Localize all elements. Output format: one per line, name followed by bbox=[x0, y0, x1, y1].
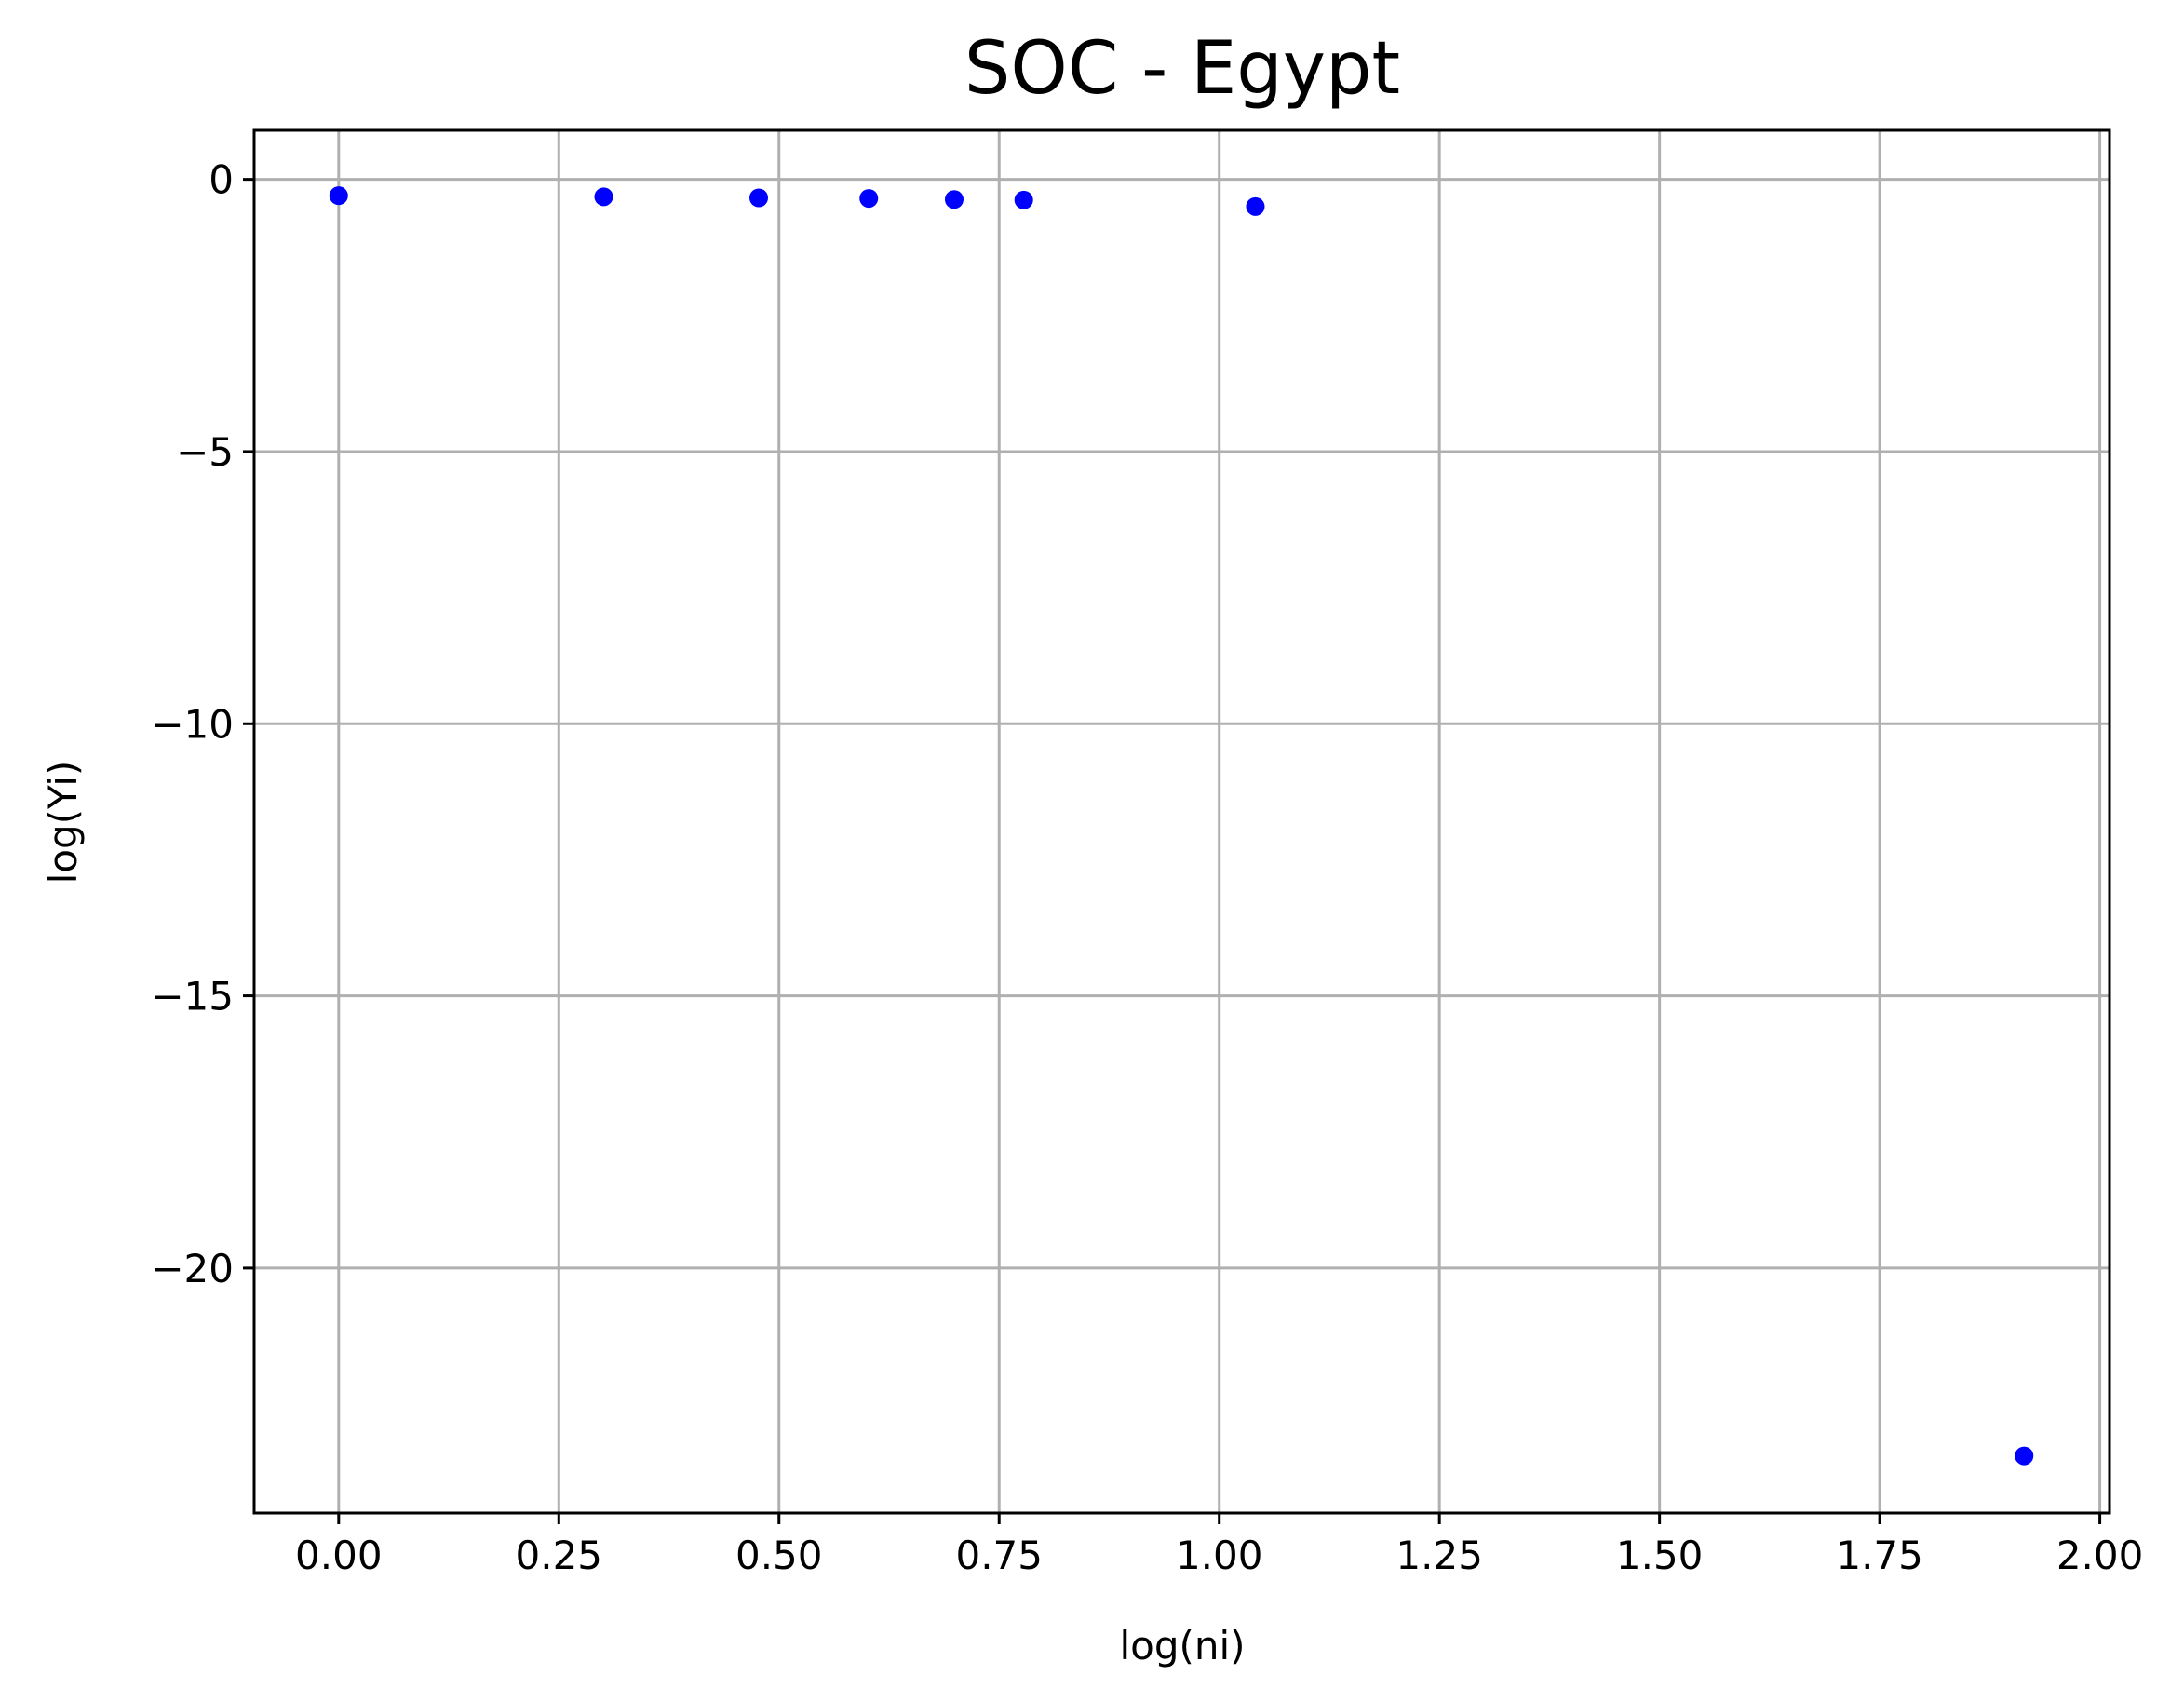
y-tick-label: −5 bbox=[176, 429, 234, 475]
data-point bbox=[944, 190, 964, 209]
plot-frame bbox=[252, 128, 2111, 1515]
chart-title: SOC - Egypt bbox=[964, 27, 1400, 111]
x-tick-label: 0.75 bbox=[955, 1533, 1043, 1578]
data-points bbox=[329, 186, 2034, 1466]
y-tick-label: −20 bbox=[151, 1246, 234, 1291]
x-tick-label: 0.50 bbox=[735, 1533, 823, 1578]
x-tick-label: 1.25 bbox=[1395, 1533, 1483, 1578]
grid bbox=[254, 130, 2110, 1513]
data-point bbox=[1014, 190, 1033, 209]
y-tick-label: 0 bbox=[209, 157, 234, 203]
data-point bbox=[1246, 196, 1265, 216]
data-point bbox=[594, 187, 613, 207]
x-tick-label: 0.00 bbox=[295, 1533, 383, 1578]
x-tick-label: 1.50 bbox=[1616, 1533, 1704, 1578]
x-tick-label: 2.00 bbox=[2056, 1533, 2144, 1578]
x-tick-label: 0.25 bbox=[516, 1533, 603, 1578]
x-axis: 0.00 0.25 0.50 0.75 1.00 1.25 1.50 1.75 2.00 bbox=[295, 1513, 2143, 1578]
y-axis-label: log(Yi) bbox=[40, 761, 86, 885]
data-point bbox=[859, 189, 879, 209]
x-tick-label: 1.00 bbox=[1176, 1533, 1263, 1578]
data-point bbox=[748, 188, 768, 208]
y-tick-label: −10 bbox=[151, 701, 234, 747]
x-tick-label: 1.75 bbox=[1836, 1533, 1923, 1578]
data-point bbox=[329, 186, 348, 206]
x-axis-label: log(ni) bbox=[1119, 1623, 1245, 1668]
data-point bbox=[2015, 1446, 2034, 1466]
y-tick-label: −15 bbox=[151, 974, 234, 1020]
y-axis: 0 −5 −10 −15 −20 bbox=[151, 157, 254, 1291]
